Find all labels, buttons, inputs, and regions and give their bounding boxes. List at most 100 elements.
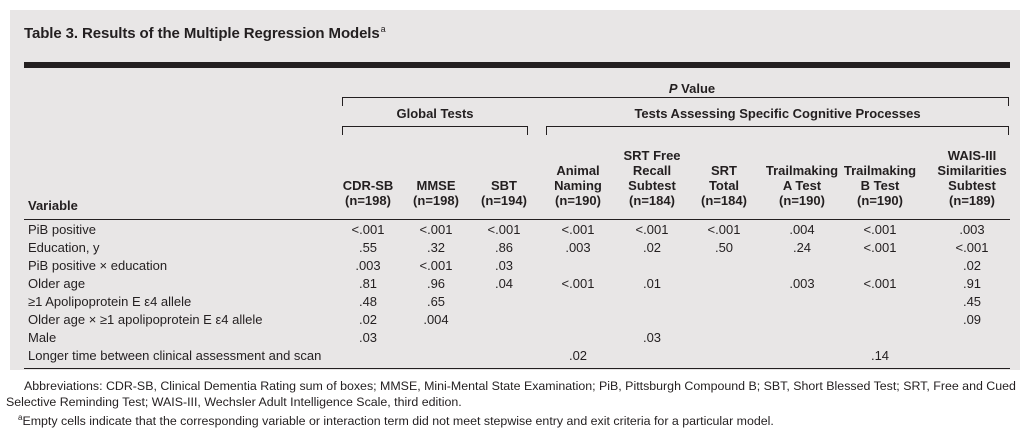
table-cell: .003 — [355, 258, 381, 273]
column-header-line: (n=198) — [345, 193, 391, 208]
table-cell: .01 — [642, 276, 662, 291]
column-header-line: (n=184) — [629, 193, 675, 208]
column-header-line: WAIS-III — [947, 148, 997, 163]
column-header-line: SRT — [711, 163, 737, 178]
row-label: Longer time between clinical assessment … — [28, 348, 322, 363]
column-header: WAIS-III Similarities Subtest (n=189) — [926, 148, 1018, 208]
table-footnotes: Abbreviations: CDR-SB, Clinical Dementia… — [6, 378, 1026, 429]
column-header-line: Similarities — [937, 163, 1007, 178]
pvalue-header: P Value — [668, 81, 716, 96]
column-header-line: Naming — [554, 178, 602, 193]
table-cell: .03 — [358, 330, 378, 345]
table-cell: <.001 — [561, 222, 595, 237]
title-footnote-marker: a — [380, 24, 386, 34]
table-cell: .24 — [792, 240, 812, 255]
row-label: Older age — [28, 276, 86, 291]
empty-cells-note: aEmpty cells indicate that the correspon… — [18, 413, 774, 428]
table-cell: <.001 — [561, 276, 595, 291]
column-header: CDR-SB (n=198) — [322, 178, 414, 208]
column-header: SBT (n=194) — [458, 178, 550, 208]
table-cell: <.001 — [707, 222, 741, 237]
column-header-line: SRT Free — [623, 148, 681, 163]
column-header-line: A Test — [782, 178, 822, 193]
table-cell: <.001 — [955, 240, 989, 255]
table-title: Table 3. Results of the Multiple Regress… — [24, 24, 386, 42]
abbreviations-note: Abbreviations: CDR-SB, Clinical Dementia… — [6, 379, 1016, 409]
bottom-rule — [24, 368, 1010, 369]
column-header-line: MMSE — [416, 178, 456, 193]
table-cell: .91 — [962, 276, 982, 291]
table-cell: .02 — [642, 240, 662, 255]
table-row: PiB positive × education .003 <.001 .03 .02 — [10, 258, 1020, 276]
table-cell: <.001 — [863, 222, 897, 237]
column-header-line: (n=190) — [779, 193, 825, 208]
table-cell: .45 — [962, 294, 982, 309]
table-cell: .86 — [494, 240, 514, 255]
column-header: Animal Naming (n=190) — [532, 163, 624, 208]
table-cell: <.001 — [351, 222, 385, 237]
table-row: Older age × ≥1 apolipoprotein E ε4 allel… — [10, 312, 1020, 330]
table-cell: .81 — [358, 276, 378, 291]
row-label: PiB positive × education — [28, 258, 168, 273]
table-cell: <.001 — [863, 240, 897, 255]
column-header-line: B Test — [860, 178, 900, 193]
column-header-line: Recall — [632, 163, 672, 178]
table-cell: .02 — [358, 312, 378, 327]
column-header-line: Total — [708, 178, 740, 193]
column-header-line: (n=198) — [413, 193, 459, 208]
column-header-line: (n=194) — [481, 193, 527, 208]
column-header-line: Animal — [556, 163, 600, 178]
row-label: ≥1 Apolipoprotein E ε4 allele — [28, 294, 192, 309]
column-header: MMSE (n=198) — [390, 178, 482, 208]
column-header-line: CDR-SB — [342, 178, 394, 193]
pvalue-bracket — [342, 97, 1009, 106]
table-cell: <.001 — [635, 222, 669, 237]
column-header-line: (n=184) — [701, 193, 747, 208]
column-header-line: Trailmaking — [843, 163, 917, 178]
header-rule — [24, 219, 1010, 220]
row-label: PiB positive — [28, 222, 96, 237]
table-cell: .03 — [494, 258, 514, 273]
table-cell: .02 — [568, 348, 588, 363]
column-header: SRT Free Recall Subtest (n=184) — [606, 148, 698, 208]
table-row: PiB positive <.001 <.001 <.001 <.001 <.001 <.0… — [10, 222, 1020, 240]
table-row: ≥1 Apolipoprotein E ε4 allele .48 .65 .45 — [10, 294, 1020, 312]
global-tests-bracket — [342, 126, 528, 135]
variable-header: Variable — [28, 198, 78, 213]
row-label: Older age × ≥1 apolipoprotein E ε4 allel… — [28, 312, 263, 327]
row-label: Education, y — [28, 240, 100, 255]
column-header-line: Subtest — [628, 178, 676, 193]
table-cell: .004 — [423, 312, 449, 327]
footnote-marker: a — [18, 413, 23, 422]
table-cell: <.001 — [419, 222, 453, 237]
table-row: Longer time between clinical assessment … — [10, 348, 1020, 366]
column-header: Trailmaking B Test (n=190) — [834, 163, 926, 208]
table-cell: .02 — [962, 258, 982, 273]
table-cell: .09 — [962, 312, 982, 327]
table-cell: .50 — [714, 240, 734, 255]
column-header-line: Subtest — [948, 178, 996, 193]
table-cell: <.001 — [863, 276, 897, 291]
table-cell: .65 — [426, 294, 446, 309]
table-cell: .55 — [358, 240, 378, 255]
table-cell: <.001 — [487, 222, 521, 237]
column-header: SRT Total (n=184) — [678, 163, 770, 208]
column-header-line: (n=190) — [857, 193, 903, 208]
title-rule — [24, 62, 1010, 68]
specific-tests-bracket — [546, 126, 1009, 135]
table-cell: .32 — [426, 240, 446, 255]
group-global-tests: Global Tests — [396, 106, 474, 121]
table-cell: .003 — [565, 240, 591, 255]
row-label: Male — [28, 330, 57, 345]
table-cell: .004 — [789, 222, 815, 237]
column-header-line: SBT — [491, 178, 517, 193]
table-row: Male .03 .03 — [10, 330, 1020, 348]
column-header: Trailmaking A Test (n=190) — [756, 163, 848, 208]
column-header-line: Trailmaking — [765, 163, 839, 178]
table-row: Education, y .55 .32 .86 .003 .02 .50 .24 <.001 <… — [10, 240, 1020, 258]
group-specific-tests: Tests Assessing Specific Cognitive Proce… — [634, 106, 921, 121]
table-row: Older age .81 .96 .04 <.001 .01 .003 <.001 .91 — [10, 276, 1020, 294]
column-header-line: (n=190) — [555, 193, 601, 208]
table-cell: .14 — [870, 348, 890, 363]
column-header-line: (n=189) — [949, 193, 995, 208]
